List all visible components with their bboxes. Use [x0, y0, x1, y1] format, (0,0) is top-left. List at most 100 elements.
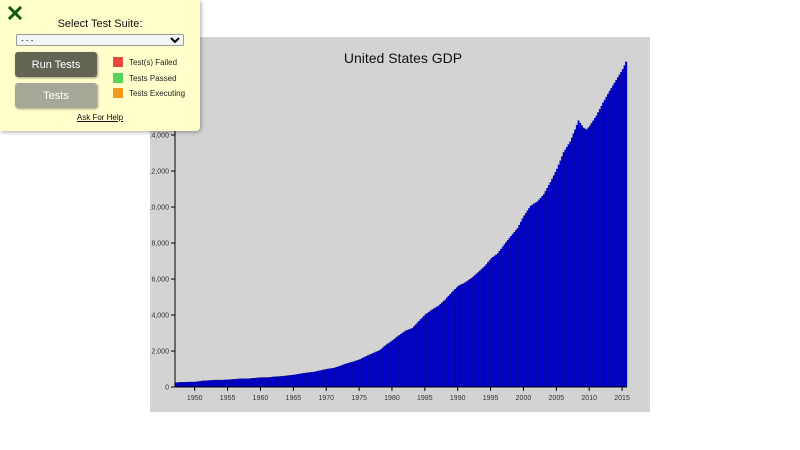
gdp-bar[interactable] — [240, 378, 243, 388]
gdp-bar[interactable] — [429, 310, 432, 388]
gdp-bar[interactable] — [301, 373, 304, 388]
gdp-bar[interactable] — [350, 361, 353, 388]
tests-button[interactable]: Tests — [15, 83, 97, 108]
gdp-bar[interactable] — [575, 124, 578, 388]
gdp-bar[interactable] — [330, 368, 333, 388]
gdp-bar[interactable] — [220, 379, 223, 388]
gdp-bar[interactable] — [377, 350, 379, 388]
gdp-bar[interactable] — [294, 374, 297, 388]
gdp-bar[interactable] — [400, 333, 402, 388]
gdp-bar[interactable] — [462, 283, 465, 388]
gdp-bar[interactable] — [561, 156, 564, 388]
gdp-bar[interactable] — [418, 320, 421, 388]
gdp-bar[interactable] — [551, 178, 554, 388]
gdp-bar[interactable] — [493, 255, 496, 388]
gdp-bar[interactable] — [189, 381, 192, 388]
gdp-bar[interactable] — [483, 266, 486, 388]
gdp-bar[interactable] — [209, 380, 212, 388]
gdp-bar[interactable] — [365, 356, 368, 388]
gdp-bar[interactable] — [370, 353, 373, 388]
gdp-bar[interactable] — [439, 304, 442, 388]
gdp-bar[interactable] — [589, 125, 591, 388]
gdp-bar[interactable] — [326, 368, 329, 388]
gdp-bar[interactable] — [363, 356, 366, 388]
gdp-bar[interactable] — [268, 377, 271, 388]
gdp-bar[interactable] — [498, 251, 501, 388]
gdp-bar[interactable] — [515, 230, 518, 388]
gdp-bar[interactable] — [342, 364, 345, 388]
gdp-bar[interactable] — [265, 377, 268, 388]
gdp-bar[interactable] — [562, 152, 565, 388]
gdp-bar[interactable] — [372, 353, 375, 388]
gdp-bar[interactable] — [252, 378, 255, 388]
gdp-bar[interactable] — [620, 71, 623, 388]
gdp-bar[interactable] — [211, 380, 213, 388]
gdp-bar[interactable] — [381, 347, 384, 388]
gdp-bar[interactable] — [413, 326, 416, 388]
gdp-bar[interactable] — [186, 381, 189, 388]
gdp-bar[interactable] — [556, 168, 559, 388]
gdp-bar[interactable] — [618, 74, 621, 388]
gdp-bar[interactable] — [501, 246, 504, 388]
gdp-bar[interactable] — [194, 381, 197, 388]
gdp-bar[interactable] — [467, 280, 470, 388]
gdp-bar[interactable] — [590, 123, 593, 388]
gdp-bar[interactable] — [289, 375, 292, 388]
gdp-bar[interactable] — [569, 141, 572, 388]
gdp-bar[interactable] — [472, 276, 475, 388]
gdp-bar[interactable] — [245, 378, 248, 388]
gdp-bar[interactable] — [533, 203, 536, 388]
gdp-bar[interactable] — [207, 380, 210, 388]
gdp-bar[interactable] — [237, 378, 240, 388]
gdp-bar[interactable] — [398, 335, 401, 388]
gdp-bar[interactable] — [390, 341, 393, 388]
gdp-bar[interactable] — [492, 257, 495, 388]
gdp-bar[interactable] — [260, 377, 263, 388]
gdp-bar[interactable] — [621, 69, 624, 388]
gdp-bar[interactable] — [247, 378, 250, 388]
gdp-bar[interactable] — [496, 253, 499, 388]
gdp-bar[interactable] — [437, 305, 440, 388]
gdp-bar[interactable] — [383, 346, 386, 388]
gdp-bar[interactable] — [403, 331, 406, 388]
gdp-bar[interactable] — [335, 366, 338, 388]
gdp-bar[interactable] — [510, 235, 513, 388]
gdp-bar[interactable] — [257, 377, 259, 388]
gdp-bar[interactable] — [460, 284, 463, 388]
gdp-bar[interactable] — [485, 264, 488, 388]
ask-for-help-link[interactable]: Ask For Help — [76, 113, 124, 122]
gdp-bar[interactable] — [347, 362, 350, 388]
gdp-bar[interactable] — [607, 93, 610, 388]
gdp-bar[interactable] — [354, 360, 356, 388]
gdp-bar[interactable] — [352, 361, 355, 388]
gdp-bar[interactable] — [572, 133, 575, 388]
gdp-bar[interactable] — [225, 379, 228, 388]
gdp-bar[interactable] — [316, 371, 319, 388]
gdp-bar[interactable] — [375, 351, 378, 388]
gdp-bar[interactable] — [603, 99, 606, 388]
gdp-bar[interactable] — [201, 380, 204, 388]
gdp-bar[interactable] — [334, 367, 337, 388]
gdp-bar[interactable] — [329, 368, 332, 388]
gdp-bar[interactable] — [391, 340, 394, 388]
gdp-bar[interactable] — [615, 80, 618, 388]
gdp-bar[interactable] — [518, 224, 521, 388]
gdp-bar[interactable] — [608, 90, 611, 388]
gdp-bar[interactable] — [291, 374, 294, 388]
gdp-bar[interactable] — [506, 240, 509, 388]
gdp-bar[interactable] — [427, 311, 430, 388]
gdp-bar[interactable] — [477, 272, 480, 388]
gdp-bar[interactable] — [307, 372, 310, 388]
gdp-bar[interactable] — [616, 77, 619, 388]
gdp-bar[interactable] — [199, 381, 202, 388]
gdp-bar[interactable] — [478, 270, 481, 388]
gdp-bar[interactable] — [380, 348, 383, 388]
gdp-bar[interactable] — [229, 379, 232, 388]
gdp-bar[interactable] — [543, 194, 545, 388]
gdp-bar[interactable] — [598, 109, 601, 388]
gdp-bar[interactable] — [566, 146, 568, 388]
gdp-bar[interactable] — [312, 371, 315, 388]
gdp-bar[interactable] — [570, 137, 573, 388]
gdp-bar[interactable] — [314, 371, 317, 388]
gdp-bar[interactable] — [271, 376, 274, 388]
